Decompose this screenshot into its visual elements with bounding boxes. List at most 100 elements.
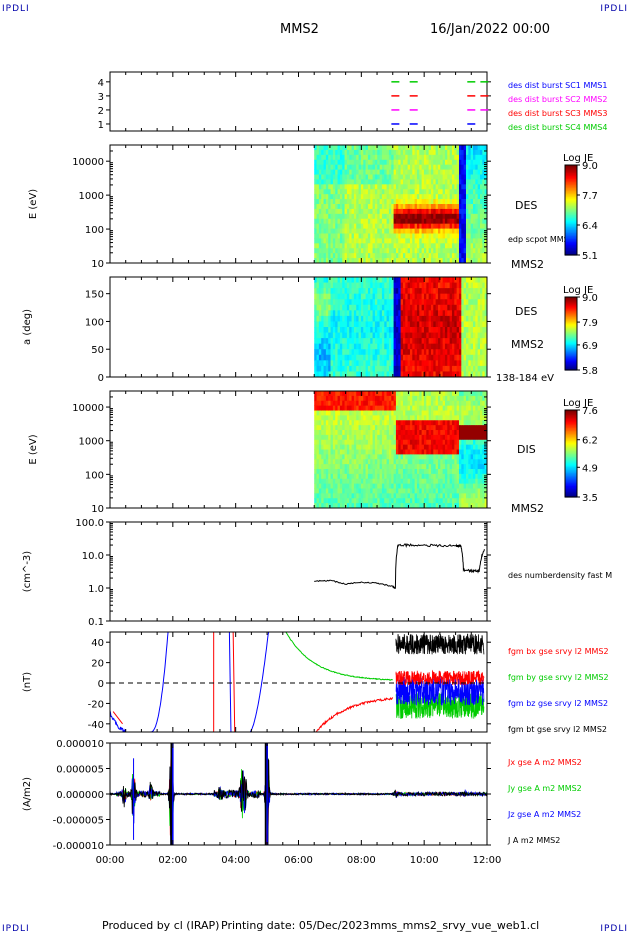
spectrogram-cell	[428, 253, 432, 259]
spectrogram-cell	[423, 248, 427, 254]
spectrogram-cell	[325, 145, 329, 151]
spectrogram-cell	[454, 478, 458, 485]
spectrogram-cell	[423, 159, 427, 166]
spectrogram-cell	[314, 473, 317, 480]
spectrogram-cell	[330, 199, 334, 205]
colorbar-step	[565, 297, 577, 299]
spectrogram-cell	[356, 327, 359, 333]
spectrogram-cell	[337, 400, 341, 407]
spectrogram-cell	[402, 338, 406, 345]
spectrogram-cell	[482, 327, 486, 333]
spectrogram-cell	[363, 288, 366, 295]
spectrogram-cell	[398, 360, 402, 367]
spectrogram-cell	[323, 415, 327, 421]
spectrogram-cell	[433, 405, 437, 411]
spectrogram-cell	[437, 321, 441, 328]
spectrogram-cell	[395, 282, 399, 289]
spectrogram-cell	[405, 218, 409, 225]
spectrogram-cell	[346, 233, 350, 239]
spectrogram-cell	[386, 420, 390, 426]
spectrogram-cell	[346, 488, 350, 494]
spectrogram-cell	[314, 420, 317, 426]
colorbar-step	[565, 165, 577, 168]
colorbar-step	[565, 357, 577, 360]
spectrogram-cell	[405, 354, 409, 361]
spectrogram-cell	[337, 371, 341, 378]
spectrogram-cell	[323, 343, 327, 350]
spectrogram-cell	[412, 315, 416, 322]
spectrogram-cell	[463, 208, 467, 215]
spectrogram-cell	[409, 189, 413, 195]
spectrogram-cell	[367, 248, 371, 254]
spectrogram-cell	[318, 233, 322, 239]
spectrogram-cell	[435, 179, 439, 185]
spectrogram-cell	[342, 449, 345, 455]
spectrogram-cell	[416, 420, 420, 426]
spectrogram-cell	[358, 464, 362, 470]
spectrogram-cell	[454, 405, 458, 411]
spectrogram-cell	[416, 338, 420, 345]
spectrogram-cell	[370, 444, 373, 450]
spectrogram-cell	[400, 343, 404, 350]
spectrogram-cell	[330, 159, 334, 166]
spectrogram-cell	[349, 338, 352, 345]
spectrogram-cell	[358, 415, 362, 421]
spectrogram-cell	[337, 174, 341, 180]
spectrogram-cell	[360, 449, 364, 455]
spectrogram-cell	[363, 498, 366, 504]
spectrogram-cell	[384, 184, 387, 190]
spectrogram-cell	[421, 299, 425, 306]
spectrogram-cell	[358, 149, 362, 156]
spectrogram-cell	[447, 449, 451, 455]
spectrogram-cell	[400, 258, 404, 264]
spectrogram-cell	[353, 371, 357, 378]
spectrogram-cell	[412, 288, 416, 295]
spectrogram-cell	[342, 315, 345, 322]
spectrogram-cell	[409, 149, 413, 156]
spectrogram-cell	[314, 243, 317, 249]
spectrogram-cell	[353, 321, 357, 328]
spectrogram-cell	[477, 174, 481, 180]
spectrogram-cell	[398, 430, 402, 436]
spectrogram-cell	[330, 154, 334, 161]
spectrogram-cell	[414, 449, 418, 455]
spectrogram-cell	[374, 503, 378, 509]
spectrogram-cell	[328, 488, 331, 494]
spectrogram-cell	[451, 154, 455, 161]
spectrogram-cell	[325, 282, 329, 289]
spectrogram-cell	[381, 434, 385, 441]
spectrogram-cell	[402, 434, 406, 441]
spectrogram-cell	[451, 213, 455, 220]
spectrogram-cell	[456, 410, 460, 416]
spectrogram-cell	[351, 199, 355, 205]
spectrogram-cell	[454, 483, 458, 489]
colorbar-step	[565, 339, 577, 342]
spectrogram-cell	[405, 434, 409, 441]
spectrogram-cell	[421, 223, 425, 229]
spectrogram-cell	[395, 218, 399, 225]
spectrogram-cell	[386, 199, 390, 205]
spectrogram-cell	[468, 149, 472, 156]
spectrogram-cell	[402, 159, 406, 166]
spectrogram-cell	[419, 189, 423, 195]
spectrogram-cell	[421, 258, 425, 264]
spectrogram-cell	[353, 503, 357, 509]
spectrogram-cell	[337, 310, 341, 317]
spectrogram-cell	[414, 498, 418, 504]
spectrogram-cell	[419, 493, 423, 499]
spectrogram-cell	[416, 321, 420, 328]
spectrogram-cell	[458, 365, 462, 372]
spectrogram-cell	[470, 338, 474, 345]
spectrogram-cell	[407, 415, 411, 421]
spectrogram-cell	[367, 189, 371, 195]
spectrogram-cell	[484, 228, 488, 234]
spectrogram-cell	[440, 365, 444, 372]
spectrogram-cell	[465, 253, 469, 259]
spectrogram-cell	[405, 243, 409, 249]
spectrogram-cell	[356, 415, 359, 421]
spectrogram-cell	[405, 400, 409, 407]
spectrogram-cell	[318, 164, 322, 170]
spectrogram-cell	[440, 282, 444, 289]
spectrogram-cell	[428, 371, 432, 378]
spectrogram-cell	[363, 282, 366, 289]
